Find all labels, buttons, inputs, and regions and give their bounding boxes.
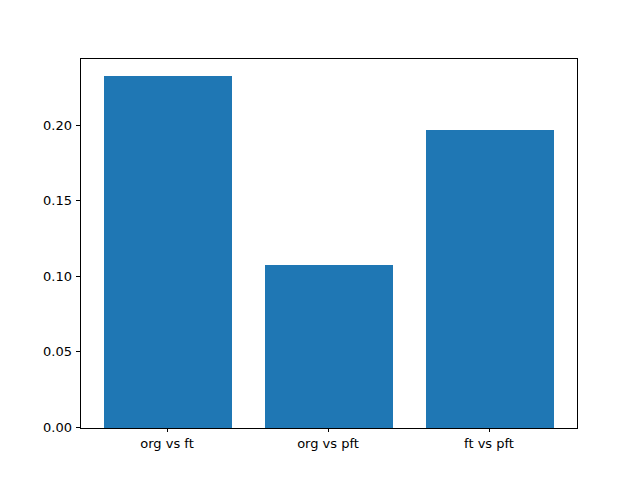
y-tick-mark — [76, 125, 80, 126]
x-tick-mark — [328, 428, 329, 432]
y-tick-mark — [76, 351, 80, 352]
bar-org-vs-ft — [104, 76, 233, 428]
x-tick-label: ft vs pft — [464, 436, 514, 451]
x-tick-mark — [167, 428, 168, 432]
x-tick-mark — [489, 428, 490, 432]
plot-area — [80, 58, 578, 429]
y-tick-mark — [76, 427, 80, 428]
y-tick-mark — [76, 200, 80, 201]
x-tick-label: org vs ft — [140, 436, 194, 451]
y-tick-label: 0.05 — [12, 344, 72, 359]
bar-ft-vs-pft — [426, 130, 555, 428]
y-tick-label: 0.20 — [12, 117, 72, 132]
x-tick-label: org vs pft — [297, 436, 359, 451]
y-tick-label: 0.10 — [12, 268, 72, 283]
y-tick-label: 0.15 — [12, 193, 72, 208]
y-tick-mark — [76, 276, 80, 277]
bar-org-vs-pft — [265, 265, 394, 428]
figure-canvas: 0.00 0.05 0.10 0.15 0.20 org vs ft org vs pft f… — [0, 0, 640, 480]
y-tick-label: 0.00 — [12, 420, 72, 435]
